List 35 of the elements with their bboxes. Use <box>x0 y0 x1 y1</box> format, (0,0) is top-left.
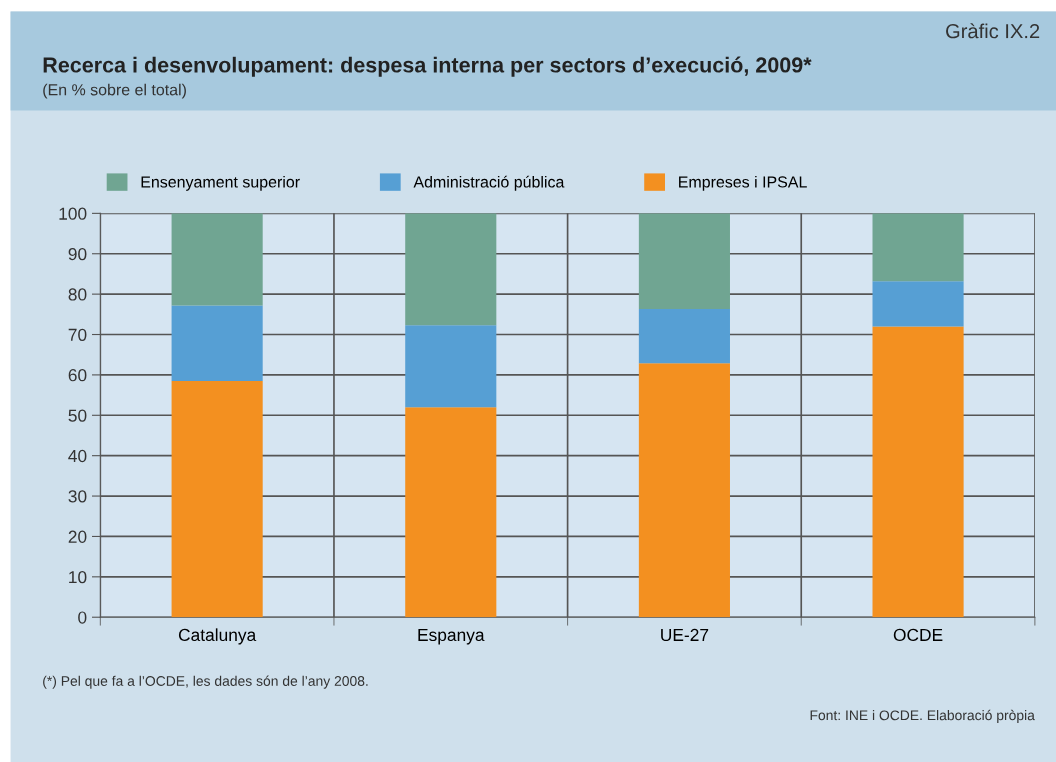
y-tick-label: 70 <box>68 328 87 341</box>
y-tick-label: 0 <box>78 611 87 624</box>
y-tick-label: 10 <box>69 571 87 584</box>
x-tick-label: Espanya <box>418 628 485 645</box>
bar <box>872 326 964 618</box>
text: Font: INE i OCDE. Elaboració pròpia <box>810 709 1035 723</box>
y-tick-label: 100 <box>59 207 87 220</box>
bar <box>405 325 497 408</box>
legend-label: Ensenyament superior <box>141 175 300 191</box>
y-tick-label: 30 <box>68 490 87 503</box>
chart-title: Recerca i desenvolupament: despesa interna per sectors d’execució, 2009* <box>43 56 812 77</box>
bar <box>171 213 263 306</box>
bar <box>171 380 263 618</box>
y-tick-label: 60 <box>68 369 87 382</box>
legend-label: Administració pública <box>413 175 565 191</box>
x-tick-label: Catalunya <box>178 628 257 645</box>
bar <box>638 213 730 310</box>
bar <box>638 309 730 364</box>
y-tick-label: 40 <box>68 449 87 463</box>
bar <box>405 407 497 618</box>
text: (*) Pel que fa a l’OCDE, les dades són de l’any 2008. <box>43 675 368 689</box>
y-tick-label: 90 <box>68 247 87 261</box>
legend-label: Empreses i IPSAL <box>679 175 807 191</box>
y-tick-label: 50 <box>68 409 87 422</box>
y-tick-label: 80 <box>68 288 87 301</box>
bar <box>638 363 730 618</box>
bar <box>171 305 263 381</box>
bar <box>405 213 497 326</box>
chart-subtitle: (En % sobre el total) <box>43 83 186 99</box>
x-tick-label: UE-27 <box>661 628 709 642</box>
bar <box>872 281 964 327</box>
bar <box>872 213 964 282</box>
y-tick-label: 20 <box>68 530 87 543</box>
x-tick-label: OCDE <box>893 628 943 642</box>
text: Gràfic IX.2 <box>946 23 1040 39</box>
